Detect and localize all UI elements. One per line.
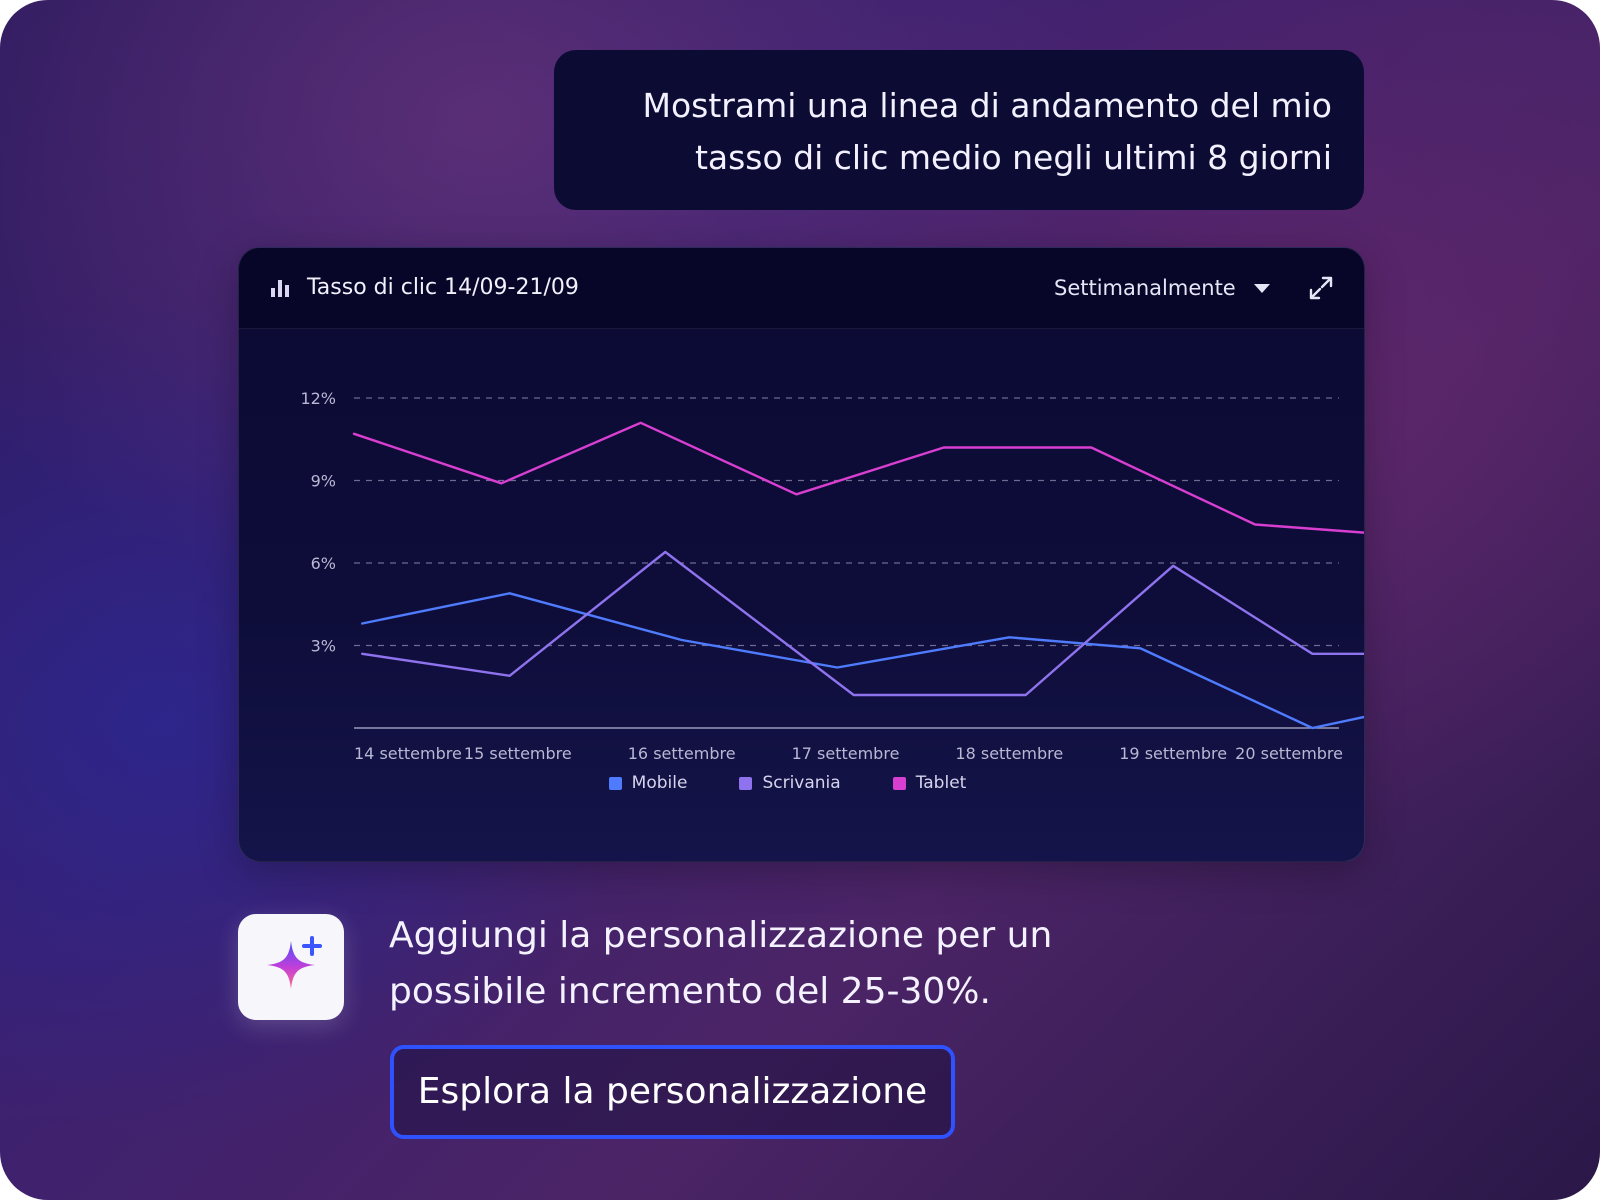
legend-label: Mobile: [631, 773, 688, 793]
chart-panel-header: Tasso di clic 14/09-21/09 Settimanalment…: [239, 248, 1364, 329]
x-tick-label: 20 settembre: [1235, 744, 1343, 763]
legend-swatch: [608, 776, 622, 790]
x-tick-label: 14 settembre: [354, 744, 462, 763]
explore-personalization-button[interactable]: Esplora la personalizzazione: [390, 1045, 955, 1139]
legend-swatch: [892, 776, 906, 790]
y-tick-label: 12%: [300, 389, 336, 408]
assistant-message-line-2: possibile incremento del 25-30%.: [389, 971, 991, 1012]
series-line-mobile: [360, 592, 1364, 730]
chart-title: Tasso di clic 14/09-21/09: [307, 275, 579, 300]
line-chart: 3% 6% 9% 12% 14 settembre 15 settembre 16 sett…: [300, 389, 1364, 763]
period-dropdown[interactable]: Settimanalmente: [1054, 272, 1270, 304]
prompt-line-1: Mostrami una linea di andamento del mio: [642, 86, 1332, 125]
legend-item-mobile: Mobile: [608, 773, 688, 793]
assistant-message-line-1: Aggiungi la personalizzazione per un: [389, 915, 1053, 956]
y-tick-label: 6%: [311, 554, 336, 573]
x-tick-label: 19 settembre: [1119, 744, 1227, 763]
x-tick-label: 15 settembre: [464, 744, 572, 763]
legend-item-scrivania: Scrivania: [739, 773, 841, 793]
chevron-down-icon: [1253, 283, 1270, 293]
x-tick-label: 17 settembre: [792, 744, 900, 763]
chart-panel: Tasso di clic 14/09-21/09 Settimanalment…: [238, 247, 1365, 862]
legend-item-tablet: Tablet: [892, 773, 967, 793]
series-line-tablet: [352, 421, 1364, 534]
period-dropdown-label: Settimanalmente: [1054, 276, 1236, 300]
bar-chart-icon: [271, 279, 291, 297]
prompt-line-2: tasso di clic medio negli ultimi 8 giorn…: [694, 138, 1332, 177]
sparkle-icon: [238, 914, 344, 1020]
assistant-message: Aggiungi la personalizzazione per un pos…: [389, 908, 1109, 1020]
y-tick-label: 9%: [311, 472, 336, 491]
legend-label: Tablet: [915, 773, 967, 793]
x-tick-label: 16 settembre: [628, 744, 736, 763]
user-prompt-bubble: Mostrami una linea di andamento del mio …: [554, 50, 1364, 210]
chart-legend: Mobile Scrivania Tablet: [239, 773, 1364, 793]
legend-label: Scrivania: [762, 773, 841, 793]
legend-swatch: [739, 776, 753, 790]
y-tick-label: 3%: [311, 637, 336, 656]
series-line-scrivania: [360, 550, 1364, 697]
expand-icon[interactable]: [1307, 274, 1335, 302]
x-tick-label: 18 settembre: [955, 744, 1063, 763]
